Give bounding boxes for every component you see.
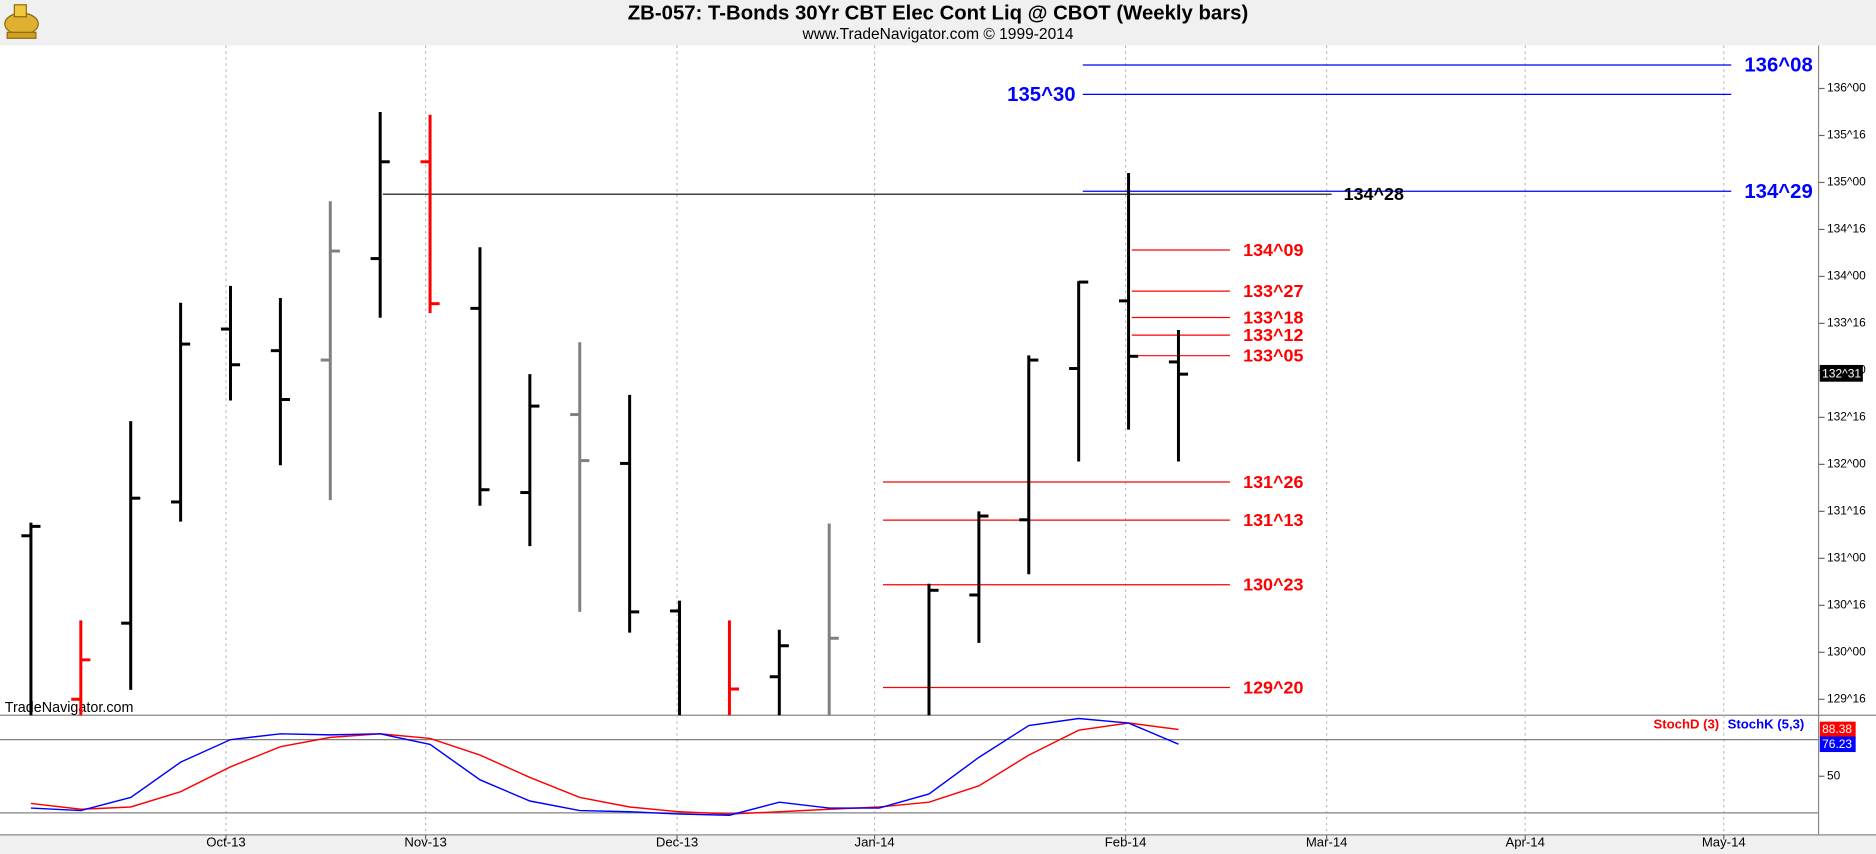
level-label: 133^12: [1243, 325, 1303, 345]
y-tick-label: 135^00: [1827, 175, 1866, 189]
chart-subtitle: www.TradeNavigator.com © 1999-2014: [801, 26, 1073, 43]
y-tick-label: 50: [1827, 768, 1841, 782]
stoch-line: [30, 722, 1179, 815]
level-label: 135^30: [1007, 84, 1075, 106]
logo: [4, 4, 39, 39]
last-price-label: 132^31: [1822, 367, 1861, 381]
axis-area: [1818, 45, 1876, 835]
x-tick-label: Dec-13: [656, 835, 698, 850]
last-price-box: [1819, 364, 1863, 382]
level-label: 134^28: [1344, 184, 1404, 204]
last-value-box: [1819, 736, 1856, 753]
y-tick-label: 132^16: [1827, 410, 1866, 424]
stoch-line: [30, 717, 1179, 816]
level-label: 131^13: [1243, 510, 1303, 530]
plot-area: [0, 45, 1819, 835]
x-tick-label: Oct-13: [206, 835, 245, 850]
y-tick-label: 134^16: [1827, 222, 1866, 236]
y-tick-label: 131^00: [1827, 550, 1866, 564]
legend-entry: StochD (3): [1653, 716, 1719, 731]
x-tick-label: Mar-14: [1306, 835, 1348, 850]
level-label: 133^27: [1243, 281, 1303, 301]
legend-entry: StochK (5,3): [1728, 716, 1805, 731]
watermark: TradeNavigator.com: [5, 700, 134, 716]
x-tick-label: Jan-14: [855, 835, 895, 850]
last-value-box: [1819, 721, 1856, 738]
y-tick-label: 133^16: [1827, 316, 1866, 330]
last-value-label: 76.23: [1822, 737, 1852, 751]
level-label: 129^20: [1243, 677, 1303, 697]
last-value-label: 88.38: [1822, 722, 1852, 736]
y-tick-label: 131^16: [1827, 504, 1866, 518]
overlay: 136^00 135^16 135^00 134^16 134^00 133^16 133^…: [206, 55, 1866, 850]
y-tick-label: 134^00: [1827, 269, 1866, 283]
y-tick-label: 132^00: [1827, 457, 1866, 471]
stoch-panel: [0, 717, 1819, 816]
x-tick-label: Nov-13: [404, 835, 446, 850]
y-tick-label: 130^16: [1827, 597, 1866, 611]
x-tick-label: Apr-14: [1505, 835, 1544, 850]
grid: [225, 45, 1725, 835]
x-tick-label: Feb-14: [1105, 835, 1147, 850]
level-label: 131^26: [1243, 472, 1303, 492]
y-tick-label: 135^16: [1827, 128, 1866, 142]
y-tick-label: 129^16: [1827, 691, 1866, 705]
level-label: 133^05: [1243, 346, 1303, 366]
level-label: 133^18: [1243, 307, 1303, 327]
x-tick-label: May-14: [1702, 835, 1746, 850]
level-label: 134^09: [1243, 240, 1303, 260]
level-label: 130^23: [1243, 575, 1303, 595]
price-panel: [21, 64, 1732, 716]
level-label: 136^08: [1744, 55, 1812, 77]
y-tick-label: 130^00: [1827, 644, 1866, 658]
level-label: 134^29: [1744, 181, 1812, 203]
chart-title: ZB-057: T-Bonds 30Yr CBT Elec Cont Liq @…: [628, 3, 1248, 25]
y-tick-label: 136^00: [1827, 81, 1866, 95]
